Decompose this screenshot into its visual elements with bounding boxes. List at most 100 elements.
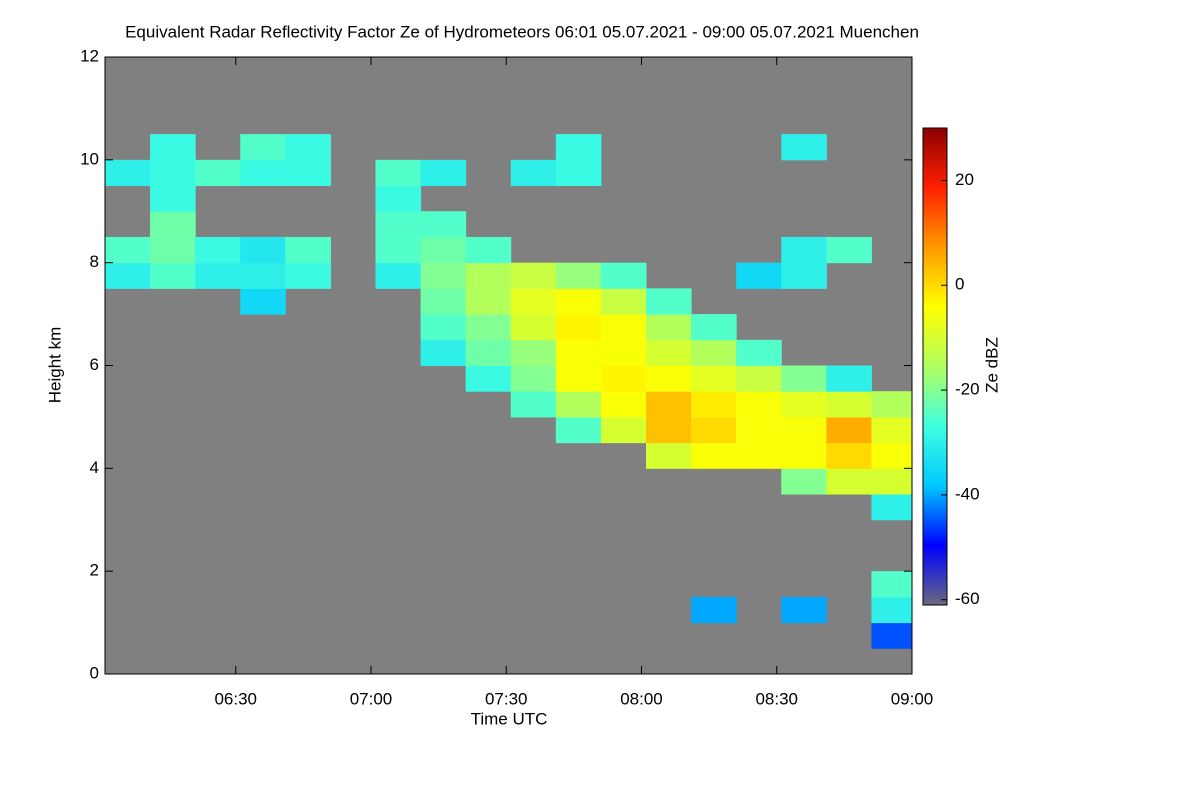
- x-axis-label: Time UTC: [471, 709, 548, 728]
- heatmap-cell: [510, 314, 557, 341]
- heatmap-cell: [105, 236, 151, 264]
- y-tick-label: 6: [90, 355, 99, 374]
- heatmap-cell: [555, 339, 602, 366]
- heatmap-cell: [555, 159, 602, 187]
- heatmap-cell: [691, 596, 737, 624]
- colorbar-tick-label: -60: [955, 589, 980, 608]
- heatmap-cell: [195, 262, 241, 289]
- heatmap-cell: [105, 159, 151, 187]
- heatmap-cell: [420, 339, 467, 366]
- heatmap-cell: [600, 391, 647, 418]
- heatmap-cell: [465, 365, 512, 392]
- colorbar-tick-label: -20: [955, 380, 980, 399]
- heatmap-cell: [510, 365, 557, 392]
- heatmap-cell: [555, 288, 602, 315]
- heatmap-cell: [420, 314, 467, 341]
- colorbar-tick-label: 0: [955, 275, 964, 294]
- heatmap-cell: [555, 134, 602, 161]
- heatmap-cell: [555, 314, 602, 341]
- heatmap-cell: [240, 134, 286, 161]
- heatmap-cell: [195, 159, 241, 187]
- heatmap-cell: [871, 442, 912, 469]
- heatmap-cell: [781, 134, 827, 161]
- heatmap-cell: [285, 262, 331, 289]
- heatmap-cell: [375, 211, 422, 238]
- heatmap-cell: [871, 468, 912, 495]
- heatmap-cell: [555, 365, 602, 392]
- heatmap-cell: [375, 159, 422, 187]
- heatmap-cell: [736, 416, 782, 444]
- heatmap-cell: [600, 365, 647, 392]
- heatmap-cell: [736, 262, 782, 289]
- x-tick-label: 08:00: [620, 689, 663, 708]
- heatmap-cell: [195, 236, 241, 264]
- heatmap-cell: [826, 236, 872, 264]
- heatmap-cell: [600, 416, 647, 444]
- heatmap-cell: [150, 185, 196, 212]
- heatmap-cell: [871, 416, 912, 444]
- heatmap-cell: [646, 416, 692, 444]
- heatmap-cell: [691, 314, 737, 341]
- heatmap-cell: [826, 391, 872, 418]
- x-tick-label: 06:30: [214, 689, 257, 708]
- colorbar-tick-label: 20: [955, 170, 974, 189]
- heatmap-cell: [510, 391, 557, 418]
- heatmap-cell: [420, 262, 467, 289]
- x-tick-label: 09:00: [891, 689, 934, 708]
- heatmap-cell: [871, 622, 912, 649]
- heatmap-cell: [465, 339, 512, 366]
- heatmap-cell: [646, 365, 692, 392]
- heatmap-cell: [510, 262, 557, 289]
- heatmap-cell: [600, 314, 647, 341]
- heatmap-cell: [420, 159, 467, 187]
- heatmap-cell: [150, 262, 196, 289]
- heatmap-cell: [420, 288, 467, 315]
- heatmap-cell: [510, 288, 557, 315]
- colorbar-label: Ze dBZ: [982, 337, 1001, 393]
- x-tick-label: 07:30: [485, 689, 528, 708]
- heatmap-cell: [736, 339, 782, 366]
- heatmap-cell: [691, 416, 737, 444]
- chart-title: Equivalent Radar Reflectivity Factor Ze …: [125, 22, 919, 41]
- heatmap-cell: [646, 391, 692, 418]
- heatmap-cell: [105, 262, 151, 289]
- heatmap-cell: [781, 262, 827, 289]
- heatmap-cell: [510, 159, 557, 187]
- heatmap-cell: [781, 391, 827, 418]
- heatmap-cell: [150, 134, 196, 161]
- heatmap-cell: [781, 416, 827, 444]
- x-tick-label: 07:00: [350, 689, 393, 708]
- heatmap-cell: [420, 211, 467, 238]
- x-tick-label: 08:30: [755, 689, 798, 708]
- heatmap-cell: [555, 391, 602, 418]
- heatmap: [105, 134, 912, 649]
- heatmap-cell: [465, 262, 512, 289]
- heatmap-cell: [691, 391, 737, 418]
- y-tick-label: 2: [90, 561, 99, 580]
- heatmap-cell: [646, 442, 692, 469]
- heatmap-cell: [240, 262, 286, 289]
- heatmap-cell: [465, 236, 512, 264]
- heatmap-cell: [510, 339, 557, 366]
- heatmap-cell: [646, 339, 692, 366]
- heatmap-cell: [736, 442, 782, 469]
- heatmap-cell: [285, 159, 331, 187]
- heatmap-cell: [420, 236, 467, 264]
- heatmap-cell: [600, 288, 647, 315]
- y-tick-label: 12: [80, 46, 99, 65]
- colorbar-tick-label: -40: [955, 484, 980, 503]
- y-axis-label: Height km: [45, 327, 64, 404]
- heatmap-cell: [781, 596, 827, 624]
- y-tick-label: 10: [80, 149, 99, 168]
- heatmap-cell: [240, 236, 286, 264]
- y-tick-label: 0: [90, 663, 99, 682]
- heatmap-cell: [646, 288, 692, 315]
- y-tick-label: 8: [90, 252, 99, 271]
- heatmap-cell: [150, 159, 196, 187]
- heatmap-cell: [871, 494, 912, 521]
- heatmap-cell: [781, 236, 827, 264]
- heatmap-cell: [871, 391, 912, 418]
- heatmap-cell: [781, 442, 827, 469]
- heatmap-cell: [375, 185, 422, 212]
